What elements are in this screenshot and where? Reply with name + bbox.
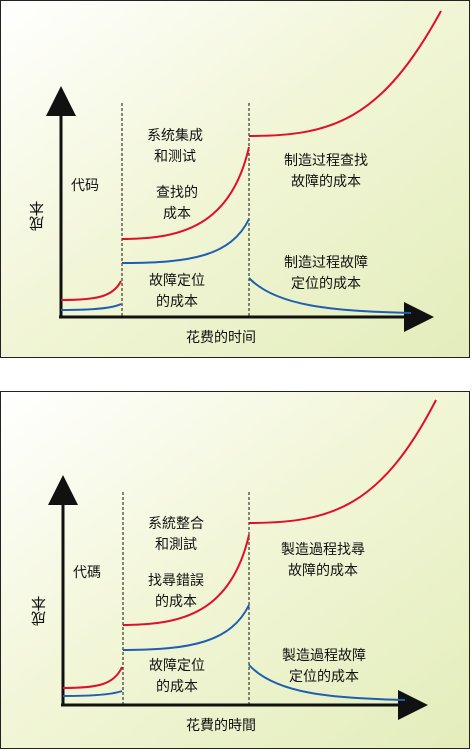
y-axis-label: 成本 <box>28 201 46 231</box>
label-manufacturing-locate: 制造过程故障 定位的成本 <box>284 255 368 292</box>
locate-cost-curve-integration <box>122 604 250 651</box>
cost-diagram-2 <box>48 399 437 720</box>
locate-cost-curve-manufacturing <box>248 664 406 701</box>
find-cost-curve-manufacturing <box>248 399 437 524</box>
cost-diagram-1 <box>46 10 442 332</box>
label-manufacturing-find: 製造過程找尋 故障的成本 <box>281 542 365 579</box>
find-cost-curve-integration <box>121 146 250 240</box>
label-locate-cost: 故障定位 的成本 <box>149 273 205 310</box>
label-integration: 系統整合 和測試 <box>148 516 204 553</box>
y-axis-label: 成本 <box>30 596 48 626</box>
find-cost-curve-code <box>60 280 122 301</box>
x-axis-label: 花费的时间 <box>186 330 256 346</box>
locate-cost-curve-code <box>62 690 123 697</box>
locate-cost-curve-code <box>60 303 122 311</box>
find-cost-curve-integration <box>122 534 250 626</box>
locate-cost-curve-manufacturing <box>248 277 412 314</box>
label-locate-cost: 故障定位 的成本 <box>149 658 205 695</box>
label-integration: 系统集成 和测试 <box>147 128 203 165</box>
find-cost-curve-code <box>62 666 123 689</box>
find-cost-curve-manufacturing <box>248 10 442 137</box>
label-manufacturing-locate: 製造過程故障 定位的成本 <box>282 648 366 685</box>
label-find-cost: 找尋錯誤 的成本 <box>148 573 204 610</box>
label-code: 代码 <box>71 178 99 194</box>
x-axis-label: 花費的時間 <box>186 718 256 734</box>
label-manufacturing-find: 制造过程查找 故障的成本 <box>284 153 368 190</box>
panel-traditional: 成本 花費的時間 代碼 系統整合 和測試 製造過程找尋 故障的成本 找尋錯誤 的… <box>0 391 470 749</box>
label-code: 代碼 <box>73 565 101 581</box>
locate-cost-curve-integration <box>121 218 250 264</box>
label-find-cost: 查找的 成本 <box>156 185 198 222</box>
panel-simplified: 成本 花费的时间 代码 系统集成 和测试 制造过程查找 故障的成本 查找的 成本… <box>0 0 470 358</box>
